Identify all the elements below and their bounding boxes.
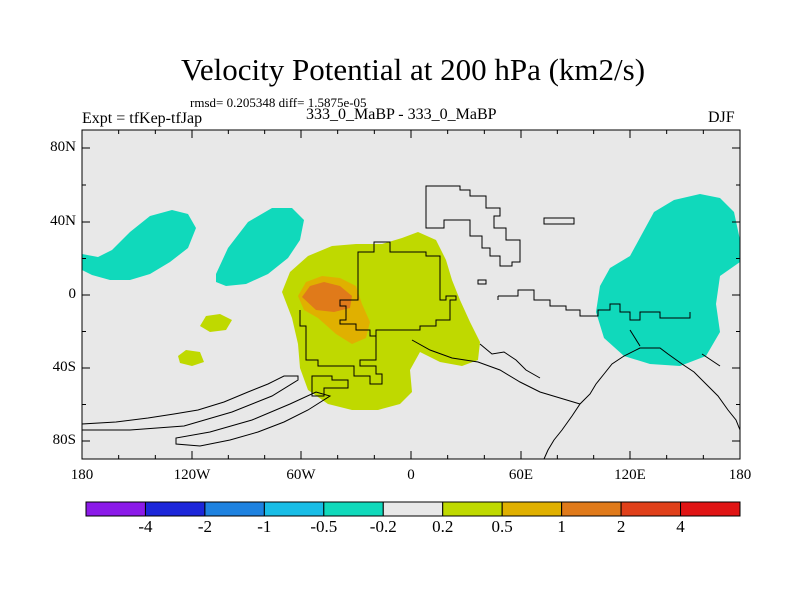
colorbar-swatch [382,501,444,517]
colorbar-label: 2 [616,517,626,536]
coastlines [81,185,741,460]
region-neg-indo-pacific [596,194,740,366]
experiment-label: Expt = tfKep-tfJap [82,110,203,127]
lon-label: 60E [508,467,534,483]
colorbar-swatch [620,501,682,517]
map-frame [81,129,741,460]
lon-label: 120W [173,467,211,483]
colorbar-label: -1 [257,517,272,536]
colorbar-swatch [144,501,206,517]
colorbar-swatch [85,501,146,517]
lat-label: 0 [68,286,77,302]
lon-label: 120E [614,467,646,483]
colorbar-swatch [442,501,503,517]
colorbar-swatch [501,501,563,517]
colorbar-swatch [263,501,325,517]
region-neg-west-pacific [82,210,196,280]
colorbar-label: 4 [676,517,685,536]
lat-label: 40S [52,359,76,375]
colorbar-swatch [204,501,265,517]
colorbar-label: 0.2 [432,517,454,536]
region-neg-east-pacific [216,208,304,286]
lon-label: 180 [728,467,752,483]
colorbar-swatch [680,501,741,517]
colorbar-swatch [323,501,384,517]
lat-label: 80N [50,139,76,155]
plot-title: Velocity Potential at 200 hPa (km2/s) [180,52,646,87]
center-label: 333_0_MaBP - 333_0_MaBP [306,106,497,123]
colorbar-label: -0.2 [369,517,397,536]
colorbar-swatch [561,501,622,517]
region-pos-small-1 [200,314,232,332]
season-label: DJF [708,109,735,126]
lat-label: 40N [50,213,76,229]
negative-regions [82,194,740,366]
lon-label: 60W [286,467,316,483]
lon-label: 180 [70,467,94,483]
region-pos-small-2 [178,350,204,366]
colorbar-label: -0.5 [310,517,338,536]
colorbar-label: -4 [138,517,153,536]
stats-label: rmsd= 0.205348 diff= 1.5875e-05 [190,95,367,110]
lon-label: 0 [407,467,415,483]
colorbar-label: 0.5 [491,517,513,536]
colorbar-label: -2 [197,517,212,536]
lat-label: 80S [52,432,76,448]
colorbar-label: 1 [557,517,566,536]
colorbar [85,501,741,517]
